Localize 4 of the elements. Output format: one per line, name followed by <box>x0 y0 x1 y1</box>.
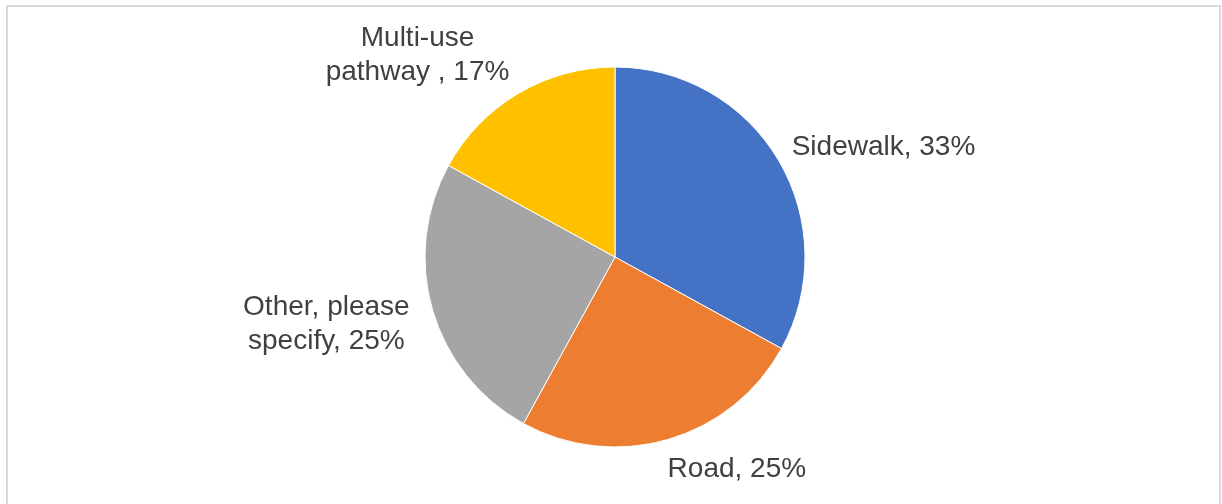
slice-label: Sidewalk, 33% <box>791 130 976 162</box>
slice-label: Multi-use pathway , 17% <box>325 21 510 87</box>
slice-label: Other, please specify, 25% <box>243 290 410 356</box>
slice-label: Road, 25% <box>667 451 807 483</box>
